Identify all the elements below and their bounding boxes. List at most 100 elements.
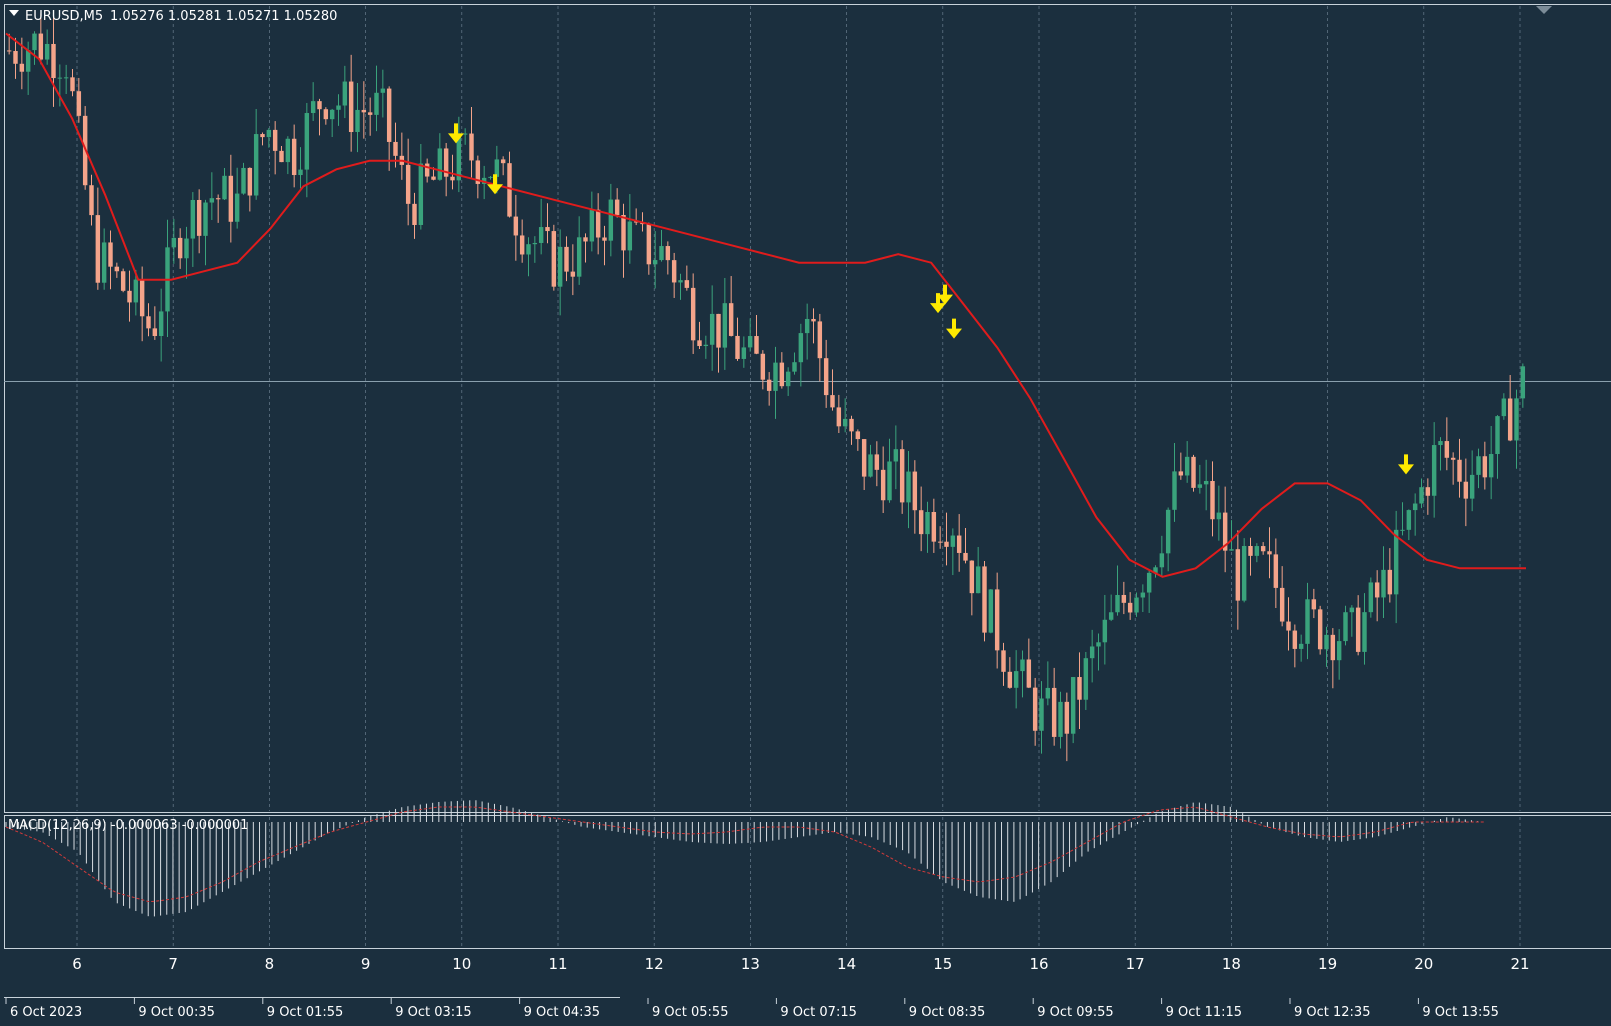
bear-candle [431,176,436,180]
bull-candle [1172,471,1177,510]
bull-candle [773,362,778,391]
bull-candle [1216,512,1222,520]
bull-candle [456,134,462,181]
bull-candle [437,148,443,180]
bear-candle [1178,471,1184,476]
time-tick-label: 9 Oct 04:35 [524,1005,600,1020]
bull-candle [1070,677,1076,734]
bear-candle [665,246,671,261]
quote-values: 1.05276 1.05281 1.05271 1.05280 [110,9,337,24]
day-tick-label: 14 [837,955,856,973]
bear-candle [944,541,949,547]
bear-candle [405,164,411,204]
bear-candle [1267,551,1272,555]
scroll-marker-icon[interactable] [1536,6,1552,14]
day-tick-label: 21 [1510,955,1529,973]
day-tick-label: 8 [265,955,275,973]
bull-candle [1520,366,1526,399]
bull-candle [747,336,753,348]
bull-candle [792,362,797,372]
day-tick-label: 20 [1414,955,1433,973]
bear-candle [823,358,829,396]
bear-candle [1444,441,1450,458]
bear-candle [602,237,607,241]
bull-candle [652,260,658,265]
bear-candle [1463,481,1469,499]
bear-candle [89,185,94,216]
bull-candle [1146,572,1152,593]
bear-candle [386,88,392,142]
sell-arrow-icon [1398,454,1414,475]
bull-candle [1184,456,1190,476]
sell-arrow-icon [487,174,503,195]
bear-candle [6,50,12,52]
bear-candle [728,303,734,336]
time-tick-label: 9 Oct 13:55 [1422,1005,1498,1020]
bull-candle [1438,441,1443,446]
bull-candle [538,227,544,243]
bear-candle [690,287,696,341]
day-tick-label: 12 [645,955,664,973]
bear-candle [545,227,550,232]
bear-candle [272,129,278,151]
day-axis: 6 7 8 9 10 11 12 13 14 15 16 17 18 19 20 21 [72,955,1529,973]
bear-candle [716,313,721,348]
bear-candle [766,379,772,391]
sell-arrow-icon [946,318,962,339]
bear-candle [228,175,234,222]
collapse-triangle-icon[interactable] [9,10,19,16]
bear-candle [1248,545,1253,556]
bull-candle [678,280,683,283]
bull-candle [222,175,227,200]
bull-candle [1381,569,1386,598]
bull-candle [184,238,189,259]
bull-candle [1039,698,1044,731]
bull-candle [25,50,31,72]
bear-candle [982,566,987,633]
bear-candle [595,209,601,238]
bull-candle [1336,641,1342,661]
bear-candle [443,148,449,177]
bull-candle [310,101,316,114]
bull-candle [63,77,69,79]
time-tick-label: 9 Oct 01:55 [267,1005,343,1020]
bear-candle [684,280,690,288]
bear-candle [956,535,962,553]
bear-candle [19,63,25,72]
day-tick-label: 15 [933,955,952,973]
bull-candle [234,193,240,222]
bear-candle [361,109,367,113]
bull-candle [418,163,424,225]
bear-candle [1374,582,1380,598]
bear-candle [450,176,455,181]
vertical-gridlines [76,6,1521,947]
bear-candle [323,109,329,120]
bull-candle [741,347,747,359]
bear-candle [1191,456,1196,488]
bear-candle [1292,630,1298,649]
bull-candle [557,246,563,287]
bear-candle [1273,554,1279,588]
bull-candle [1412,503,1418,511]
bull-candle [1203,480,1209,485]
bull-candle [1305,599,1310,644]
bull-candle [285,138,291,163]
bear-candle [836,407,842,427]
bull-candle [1089,646,1095,659]
bull-candle [380,88,386,93]
bear-candle [570,271,576,277]
bear-candle [152,328,158,337]
day-tick-label: 17 [1126,955,1145,973]
bull-candle [1159,553,1165,568]
bull-candle [659,246,664,261]
bear-candle [931,511,937,542]
bear-candle [139,279,145,317]
bull-candle [842,418,848,427]
bear-candle [671,260,677,283]
bear-candle [849,418,854,432]
bear-candle [1026,659,1032,688]
bull-candle [1476,456,1481,475]
bear-candle [1457,459,1462,482]
bear-candle [969,560,975,594]
